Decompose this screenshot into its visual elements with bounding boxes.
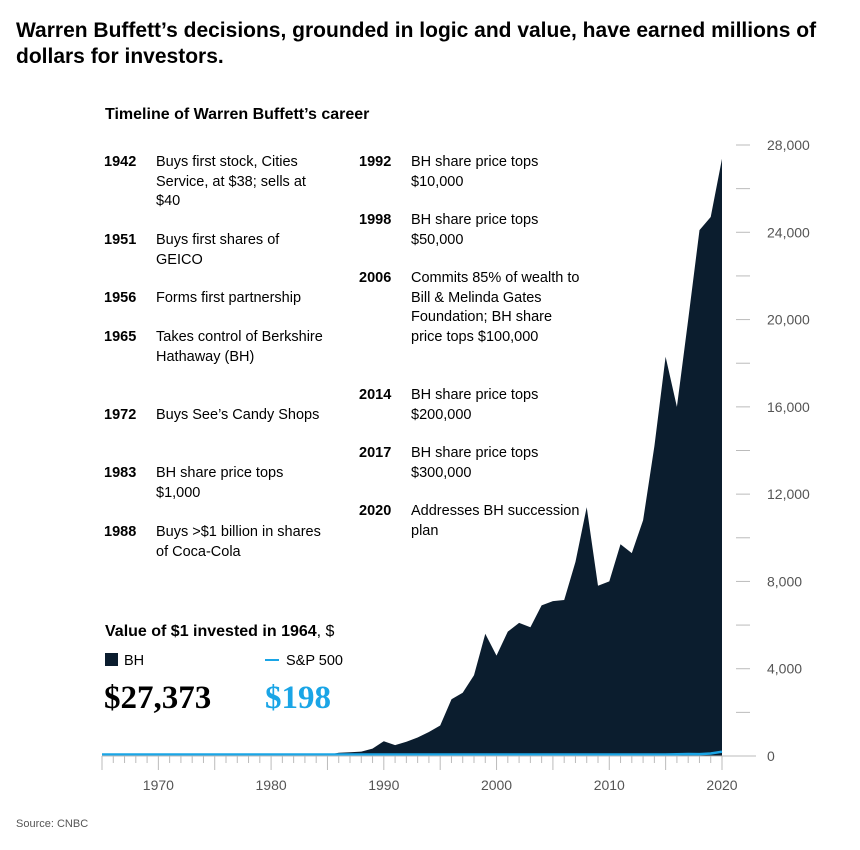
legend-sp: S&P 500 <box>265 653 343 669</box>
timeline-event-year: 1972 <box>104 407 137 423</box>
timeline-event-text: Buys See’s Candy Shops <box>156 407 320 423</box>
value-panel-title-text: Value of $1 invested in 1964 <box>105 623 317 640</box>
x-tick-label: 1970 <box>143 777 174 793</box>
timeline-event-year: 2017 <box>359 445 392 461</box>
timeline-event-year: 1956 <box>104 290 137 306</box>
headline: Warren Buffett’s decisions, grounded in … <box>16 19 817 68</box>
final-value-sp: $198 <box>265 680 331 716</box>
y-tick-label: 28,000 <box>767 137 810 153</box>
legend-sp-label: S&P 500 <box>286 653 343 669</box>
timeline-title: Timeline of Warren Buffett’s career <box>105 106 370 123</box>
x-tick-label: 1980 <box>256 777 287 793</box>
timeline-event-text: Takes control of Berkshire Hathaway (BH) <box>156 329 323 365</box>
source-note: Source: CNBC <box>16 818 89 830</box>
legend-bh-swatch <box>105 653 118 666</box>
timeline-event-year: 1998 <box>359 212 392 228</box>
timeline-event-text: Buys first shares of GEICO <box>156 232 280 268</box>
timeline-event-text: BH share price tops $200,000 <box>411 387 539 423</box>
timeline-event-year: 1951 <box>104 232 137 248</box>
y-tick-label: 24,000 <box>767 224 810 240</box>
legend-bh-label: BH <box>124 653 145 669</box>
y-tick-label: 8,000 <box>767 573 802 589</box>
x-tick-label: 2020 <box>706 777 737 793</box>
series-line-sp500 <box>102 750 723 756</box>
timeline-event-year: 1965 <box>104 329 137 345</box>
timeline-event-year: 1942 <box>104 154 137 170</box>
timeline-event-year: 1983 <box>104 465 137 481</box>
x-tick-label: 1990 <box>368 777 399 793</box>
timeline-event-text: BH share price tops $1,000 <box>156 465 284 501</box>
timeline-event-year: 2006 <box>359 270 392 286</box>
x-tick-label: 2010 <box>594 777 625 793</box>
timeline-event-text: Forms first partnership <box>156 290 302 306</box>
timeline-event-text: Commits 85% of wealth to Bill & Melinda … <box>411 270 580 345</box>
timeline-event-year: 1992 <box>359 154 392 170</box>
final-value-bh: $27,373 <box>104 680 212 716</box>
x-tick-label: 2000 <box>481 777 512 793</box>
legend-bh: BH <box>105 653 144 669</box>
timeline-event-year: 1988 <box>104 524 137 540</box>
y-tick-label: 12,000 <box>767 486 810 502</box>
legend-sp-swatch <box>265 659 279 661</box>
timeline-event-text: Buys first stock, Cities Service, at $38… <box>156 154 306 209</box>
series-area-bh <box>102 158 722 756</box>
value-panel-unit: , $ <box>316 623 335 640</box>
timeline-event-year: 2020 <box>359 503 392 519</box>
timeline-event-text: Addresses BH succession plan <box>411 503 580 539</box>
timeline-event-text: BH share price tops $10,000 <box>411 154 539 190</box>
timeline-event-text: Buys >$1 billion in shares of Coca-Cola <box>156 524 321 560</box>
timeline-event-text: BH share price tops $50,000 <box>411 212 539 248</box>
timeline-event-year: 2014 <box>359 387 392 403</box>
value-panel-title: Value of $1 invested in 1964, $ <box>105 623 334 641</box>
y-tick-label: 16,000 <box>767 399 810 415</box>
y-tick-label: 0 <box>767 748 775 764</box>
timeline-event-text: BH share price tops $300,000 <box>411 445 539 481</box>
y-tick-label: 20,000 <box>767 312 810 328</box>
y-tick-label: 4,000 <box>767 661 802 677</box>
